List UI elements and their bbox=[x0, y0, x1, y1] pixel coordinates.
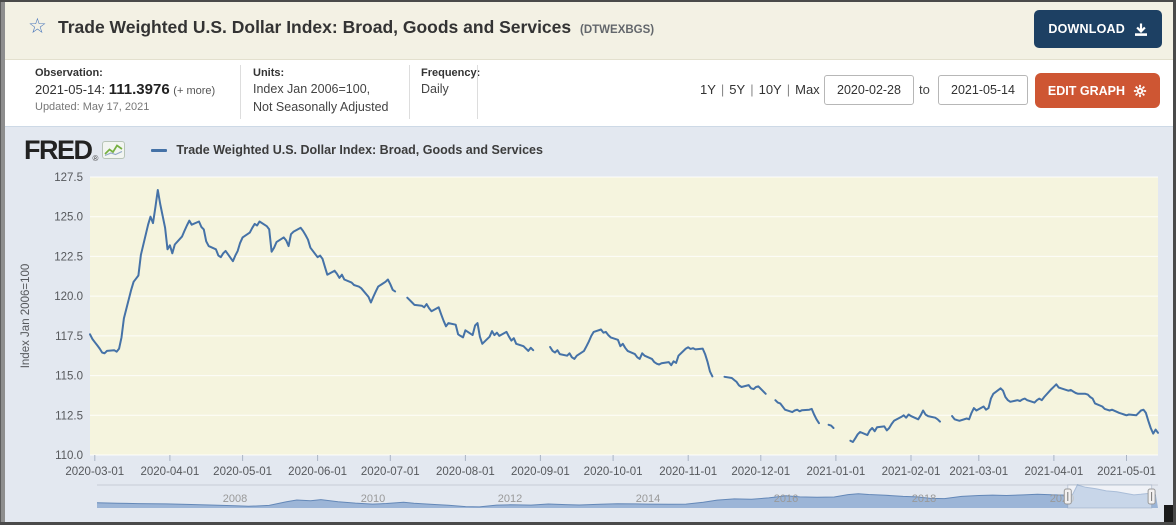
gear-icon bbox=[1133, 84, 1147, 98]
series-title: Trade Weighted U.S. Dollar Index: Broad,… bbox=[58, 17, 572, 37]
navigator-year-label: 2016 bbox=[774, 493, 798, 505]
chart-region: FRED ® Trade Weighted U.S. Dollar Index:… bbox=[0, 127, 1176, 525]
date-range-to-label: to bbox=[919, 82, 930, 97]
navigator-area[interactable] bbox=[97, 485, 1158, 508]
observation-block: Observation: 2021-05-14: 111.3976 (+ mor… bbox=[35, 67, 215, 113]
meta-bar: Observation: 2021-05-14: 111.3976 (+ mor… bbox=[0, 60, 1176, 127]
range-link-separator: | bbox=[720, 82, 725, 97]
fred-logo-chart-icon bbox=[102, 141, 126, 159]
window-border-bottom bbox=[0, 522, 1176, 525]
window-border-top bbox=[0, 0, 1176, 2]
y-tick-label: 125.0 bbox=[54, 212, 83, 224]
navigator-year-label: 2014 bbox=[636, 493, 660, 505]
download-button-label: DOWNLOAD bbox=[1048, 22, 1125, 36]
units-line1: Index Jan 2006=100, bbox=[253, 82, 371, 96]
navigator-handle-right[interactable] bbox=[1147, 488, 1156, 505]
navigator-year-label: 2018 bbox=[912, 493, 936, 505]
x-tick-label: 2020-09-01 bbox=[511, 466, 570, 478]
meta-divider bbox=[477, 65, 478, 119]
legend-line-marker-icon bbox=[151, 148, 168, 152]
meta-divider bbox=[240, 65, 241, 119]
x-tick-label: 2020-12-01 bbox=[731, 466, 790, 478]
navigator-year-label: 2008 bbox=[223, 493, 247, 505]
navigator-year-label: 2010 bbox=[361, 493, 385, 505]
units-label: Units: bbox=[253, 67, 285, 79]
fred-logo: FRED bbox=[24, 134, 93, 165]
navigator-outline bbox=[96, 484, 1156, 508]
observation-label: Observation: bbox=[35, 67, 103, 79]
units-block: Units: Index Jan 2006=100, Not Seasonall… bbox=[253, 67, 389, 116]
observation-value-row: 2021-05-14: 111.3976 (+ more) bbox=[35, 81, 215, 98]
frequency-label: Frequency: bbox=[421, 67, 481, 79]
x-tick-label: 2021-03-01 bbox=[949, 466, 1008, 478]
frequency-value: Daily bbox=[421, 82, 449, 96]
x-tick-label: 2021-01-01 bbox=[806, 466, 865, 478]
y-tick-label: 127.5 bbox=[54, 172, 83, 184]
more-observations-link[interactable]: (+ more) bbox=[173, 85, 216, 97]
range-link-1y[interactable]: 1Y bbox=[700, 82, 716, 97]
series-id: (DTWEXBGS) bbox=[580, 24, 655, 36]
window-border-left bbox=[0, 0, 5, 525]
range-link-10y[interactable]: 10Y bbox=[758, 82, 782, 97]
range-link-max[interactable]: Max bbox=[795, 82, 820, 97]
y-axis-title: Index Jan 2006=100 bbox=[20, 264, 32, 369]
x-tick-label: 2021-05-01 bbox=[1097, 466, 1156, 478]
x-tick-label: 2020-04-01 bbox=[140, 466, 199, 478]
title-bar: ☆ Trade Weighted U.S. Dollar Index: Broa… bbox=[0, 0, 1176, 60]
y-tick-label: 120.0 bbox=[54, 291, 83, 303]
x-tick-label: 2020-10-01 bbox=[584, 466, 643, 478]
x-tick-label: 2020-03-01 bbox=[65, 466, 124, 478]
legend-label: Trade Weighted U.S. Dollar Index: Broad,… bbox=[176, 143, 543, 157]
download-icon bbox=[1134, 23, 1148, 36]
range-link-separator: | bbox=[750, 82, 754, 97]
x-tick-label: 2020-07-01 bbox=[361, 466, 420, 478]
date-to-input[interactable] bbox=[938, 75, 1028, 105]
x-tick-label: 2021-04-01 bbox=[1024, 466, 1083, 478]
x-tick-label: 2020-06-01 bbox=[288, 466, 347, 478]
observation-date: 2021-05-14: bbox=[35, 82, 106, 97]
updated-text: Updated: May 17, 2021 bbox=[35, 101, 150, 113]
edit-graph-button[interactable]: EDIT GRAPH bbox=[1034, 73, 1160, 108]
navigator-year-label: 2012 bbox=[498, 493, 522, 505]
x-tick-label: 2021-02-01 bbox=[882, 466, 941, 478]
meta-divider bbox=[409, 65, 410, 119]
navigator-handle-left[interactable] bbox=[1063, 488, 1072, 505]
range-selector-links: 1Y | 5Y | 10Y | Max bbox=[700, 82, 820, 97]
window-corner-handle bbox=[1164, 505, 1173, 522]
y-tick-label: 112.5 bbox=[55, 410, 83, 422]
plot-area[interactable] bbox=[90, 177, 1158, 455]
navigator-selection[interactable] bbox=[1067, 484, 1153, 509]
edit-graph-button-label: EDIT GRAPH bbox=[1047, 83, 1125, 98]
date-from-input[interactable] bbox=[824, 75, 914, 105]
units-line2: Not Seasonally Adjusted bbox=[253, 99, 389, 114]
x-tick-label: 2020-11-01 bbox=[659, 466, 717, 478]
registered-mark: ® bbox=[92, 154, 99, 163]
range-link-5y[interactable]: 5Y bbox=[729, 82, 746, 97]
y-tick-label: 115.0 bbox=[55, 371, 83, 383]
x-tick-label: 2020-05-01 bbox=[213, 466, 272, 478]
frequency-block: Frequency: Daily bbox=[421, 67, 480, 99]
series-line bbox=[89, 189, 1159, 443]
y-tick-label: 122.5 bbox=[54, 251, 83, 263]
chart-legend: Trade Weighted U.S. Dollar Index: Broad,… bbox=[151, 143, 543, 157]
window-border-right bbox=[1173, 0, 1176, 525]
navigator[interactable]: 2008 2010 2012 2014 2016 2018 2020 bbox=[0, 478, 1176, 520]
range-link-separator: | bbox=[786, 82, 791, 97]
x-tick-label: 2020-08-01 bbox=[436, 466, 495, 478]
chart-header-row: FRED ® Trade Weighted U.S. Dollar Index:… bbox=[24, 135, 543, 165]
download-button[interactable]: DOWNLOAD bbox=[1034, 10, 1162, 48]
observation-value: 111.3976 bbox=[108, 81, 170, 98]
main-chart[interactable]: 110.0 112.5 115.0 117.5 120.0 122.5 125.0 127.5… bbox=[0, 170, 1176, 482]
y-tick-label: 110.0 bbox=[55, 450, 83, 462]
favorite-star-icon[interactable]: ☆ bbox=[28, 15, 47, 38]
page-title: Trade Weighted U.S. Dollar Index: Broad,… bbox=[58, 17, 654, 38]
y-tick-label: 117.5 bbox=[55, 331, 83, 343]
